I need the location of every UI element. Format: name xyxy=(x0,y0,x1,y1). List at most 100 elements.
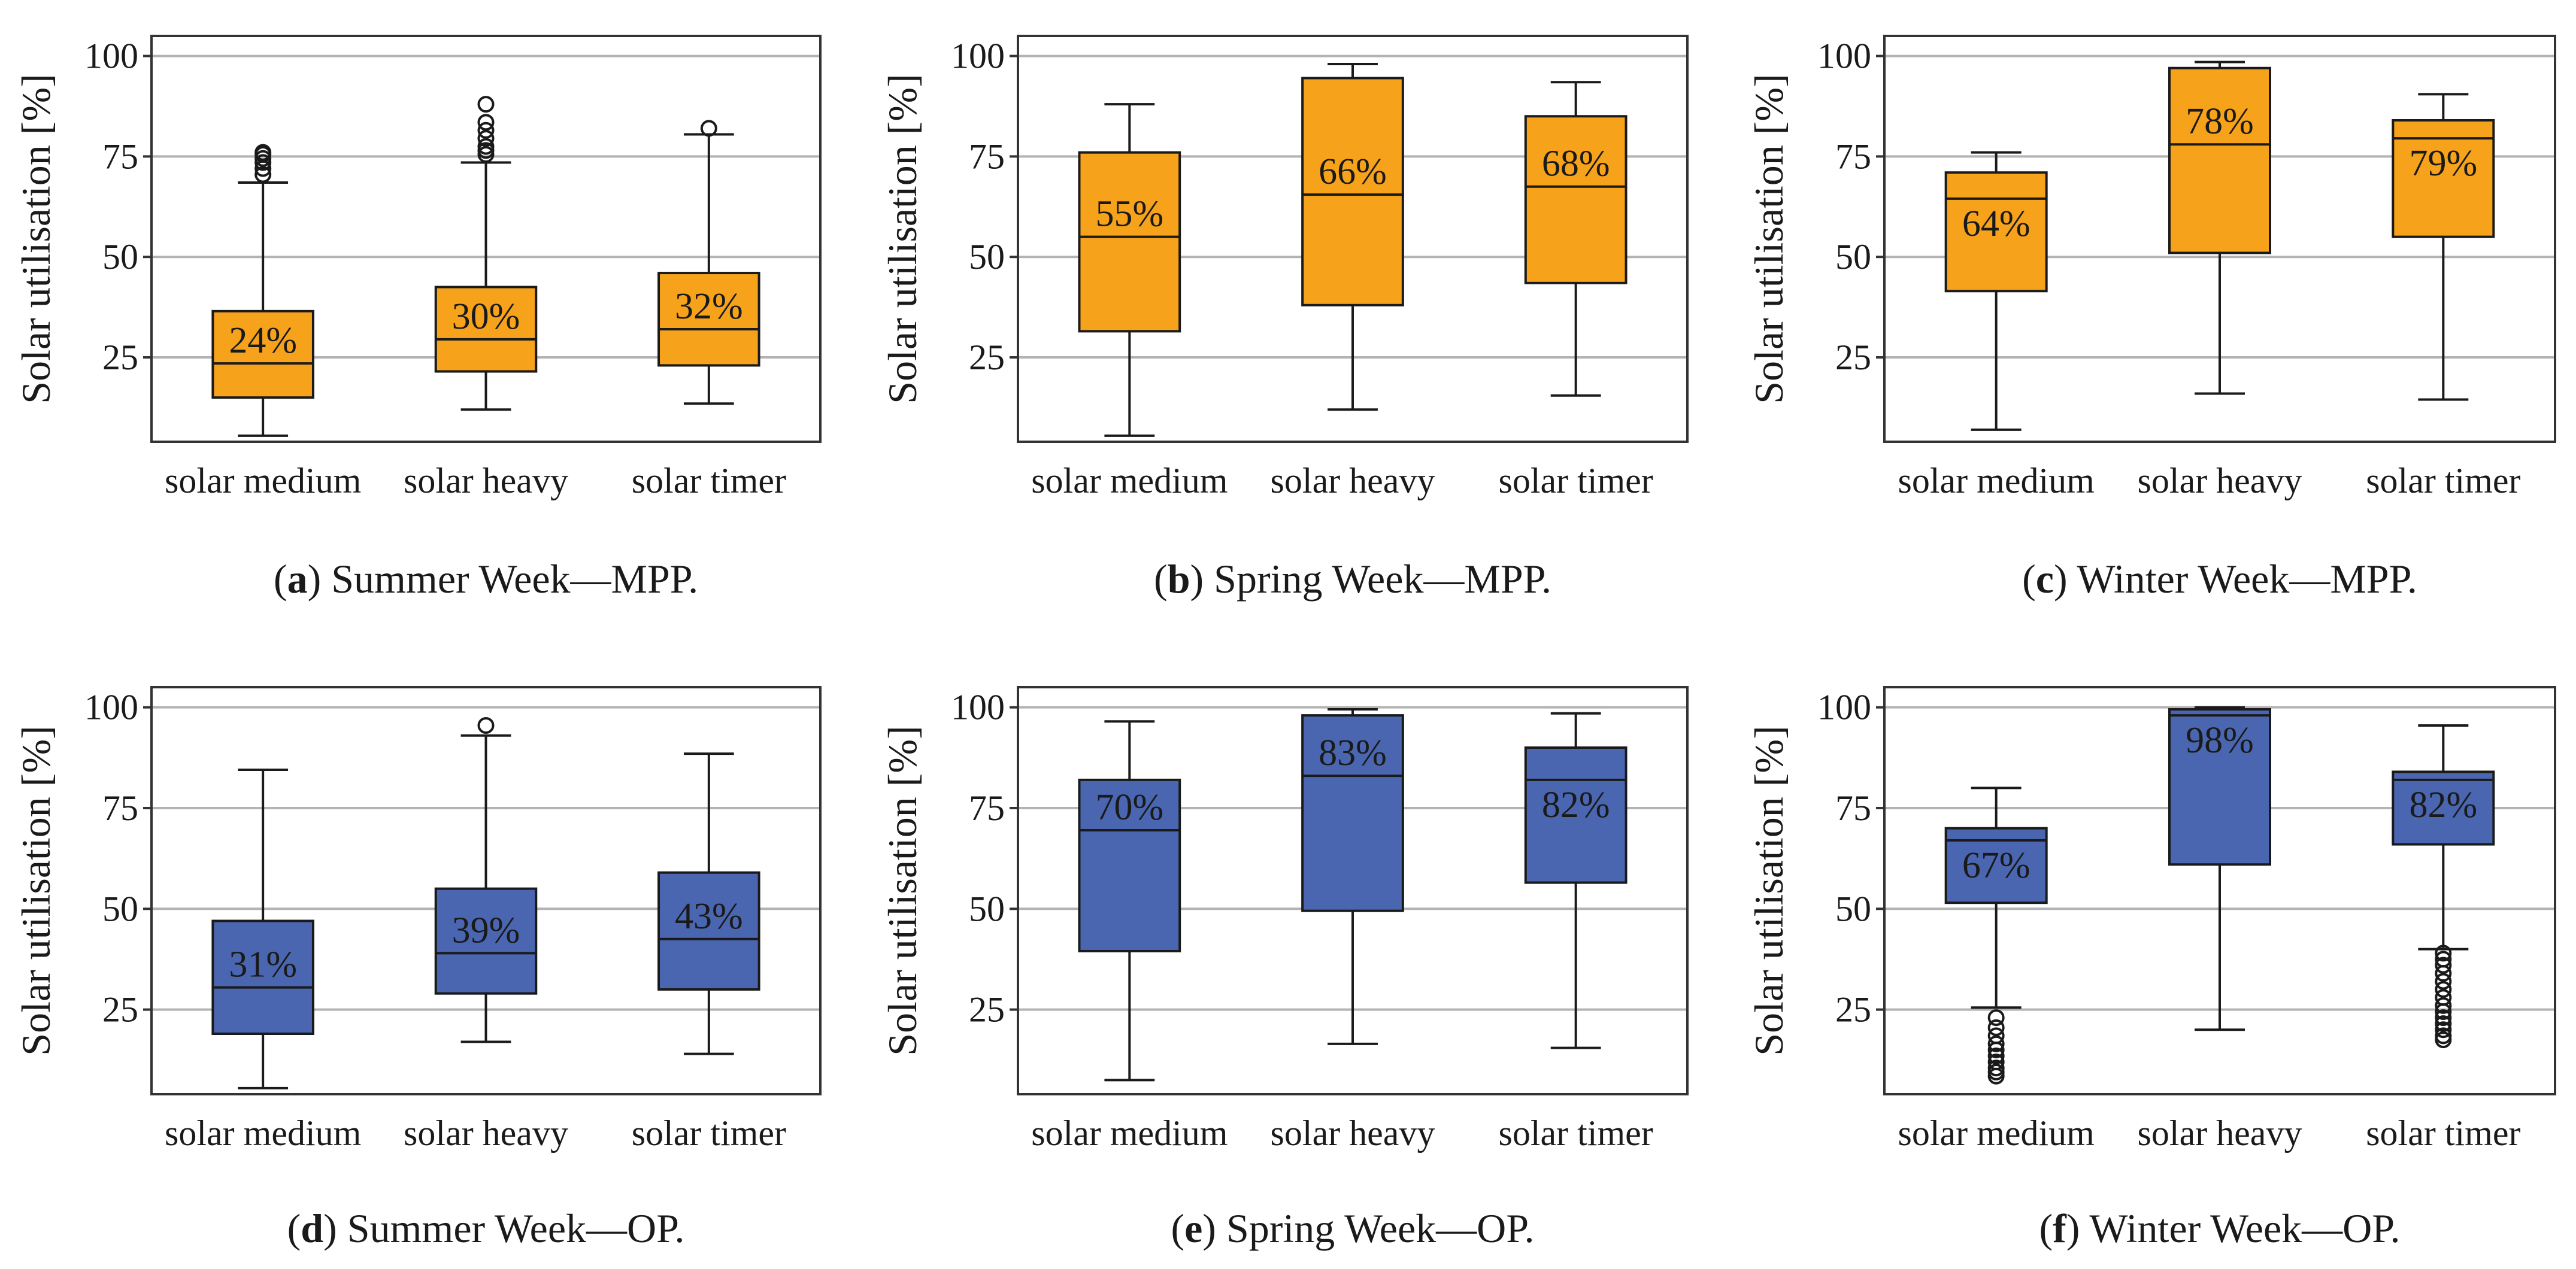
outlier-point xyxy=(700,120,717,137)
category-label: solar heavy xyxy=(404,461,568,500)
box-0: 24% xyxy=(211,144,314,437)
iqr-box xyxy=(657,871,760,991)
y-tick-label: 50 xyxy=(1835,889,1871,928)
iqr-box xyxy=(1944,171,2048,293)
outlier-point xyxy=(477,96,495,113)
caption: (c) Winter Week—MPP. xyxy=(2022,556,2417,602)
category-label: solar heavy xyxy=(2138,461,2302,500)
y-axis-title: Solar utilisation [%] xyxy=(1746,725,1792,1055)
caption: (a) Summer Week—MPP. xyxy=(274,556,698,602)
chart-panel-b: 25 50 75 100 Solar utilisation [%] 55% solar m… xyxy=(880,35,1689,602)
box-0: 64% xyxy=(1944,151,2048,431)
iqr-box xyxy=(2392,119,2495,238)
category-label: solar timer xyxy=(632,461,786,500)
iqr-box xyxy=(1524,746,1628,884)
outlier-point xyxy=(2435,980,2452,998)
y-tick-label: 75 xyxy=(102,788,138,828)
median-label: 67% xyxy=(1962,845,2031,886)
median-label: 68% xyxy=(1542,144,1610,184)
box-1: 83% xyxy=(1301,708,1404,1045)
category-label: solar timer xyxy=(2366,461,2520,500)
plot-frame xyxy=(1017,35,1689,443)
outlier-point xyxy=(477,122,495,139)
outlier-point xyxy=(2435,1009,2452,1027)
iqr-box xyxy=(2168,66,2271,254)
chart-panel-d: 25 50 75 100 Solar utilisation [%] 31% solar m… xyxy=(13,686,822,1251)
outlier-point xyxy=(477,130,495,147)
y-tick-label: 75 xyxy=(969,788,1005,828)
iqr-box xyxy=(1301,714,1404,912)
iqr-box xyxy=(434,887,538,995)
category-label: solar medium xyxy=(1031,461,1228,500)
iqr-box xyxy=(1524,115,1628,284)
caption-letter: e xyxy=(1184,1206,1202,1251)
median-label: 32% xyxy=(675,286,743,327)
iqr-box xyxy=(1078,151,1181,333)
caption-letter: b xyxy=(1168,556,1190,602)
outlier-point xyxy=(2435,973,2452,990)
iqr-box xyxy=(2392,770,2495,846)
iqr-box xyxy=(211,309,314,399)
box-2: 32% xyxy=(657,120,760,405)
caption-text: Summer Week—MPP. xyxy=(321,556,698,602)
y-tick-label: 100 xyxy=(84,688,138,727)
outlier-point xyxy=(1987,1009,2005,1027)
outlier-point xyxy=(2435,1021,2452,1039)
median-label: 39% xyxy=(452,910,520,951)
category-label: solar heavy xyxy=(1271,461,1435,500)
category-label: solar medium xyxy=(1898,461,2095,500)
y-tick-label: 75 xyxy=(1835,788,1871,828)
category-label: solar timer xyxy=(632,1113,786,1153)
outlier-point xyxy=(1987,1041,2005,1058)
outlier-point xyxy=(2435,965,2452,982)
chart-panel-e: 25 50 75 100 Solar utilisation [%] 70% solar m… xyxy=(880,686,1689,1251)
median-label: 83% xyxy=(1319,733,1387,773)
plot-frame xyxy=(150,686,822,1095)
median-label: 55% xyxy=(1096,194,1164,235)
category-label: solar timer xyxy=(1499,1113,1653,1153)
y-tick-label: 50 xyxy=(969,237,1005,277)
y-tick-label: 25 xyxy=(969,338,1005,377)
iqr-box xyxy=(2168,708,2271,866)
caption-text: Summer Week—OP. xyxy=(337,1206,685,1251)
caption: (f) Winter Week—OP. xyxy=(2039,1206,2400,1251)
outlier-point xyxy=(254,144,272,161)
y-axis-title: Solar utilisation [%] xyxy=(13,725,59,1055)
outlier-point xyxy=(2435,957,2452,974)
caption-text: Spring Week—MPP. xyxy=(1204,556,1551,602)
caption: (d) Summer Week—OP. xyxy=(287,1206,685,1251)
median-label: 43% xyxy=(675,896,743,937)
outlier-point xyxy=(2435,997,2452,1014)
outlier-point xyxy=(477,138,495,155)
box-1: 98% xyxy=(2168,706,2271,1031)
median-label: 82% xyxy=(1542,785,1610,825)
y-tick-label: 50 xyxy=(969,889,1005,928)
y-tick-label: 75 xyxy=(102,136,138,176)
caption-letter: d xyxy=(301,1206,323,1251)
y-tick-label: 75 xyxy=(1835,136,1871,176)
category-label: solar medium xyxy=(1898,1113,2095,1153)
category-label: solar medium xyxy=(165,1113,361,1153)
median-label: 30% xyxy=(452,296,520,337)
category-label: solar medium xyxy=(1031,1113,1228,1153)
y-tick-label: 25 xyxy=(969,990,1005,1030)
y-tick-label: 100 xyxy=(951,688,1005,727)
median-label: 64% xyxy=(1962,204,2031,244)
y-tick-label: 100 xyxy=(1817,688,1871,727)
box-1: 39% xyxy=(434,717,538,1043)
category-label: solar heavy xyxy=(404,1113,568,1153)
box-2: 68% xyxy=(1524,81,1628,397)
median-label: 31% xyxy=(229,945,297,985)
outlier-point xyxy=(2435,945,2452,962)
box-2: 82% xyxy=(2392,724,2495,1049)
plot-frame xyxy=(1017,686,1689,1095)
box-1: 78% xyxy=(2168,60,2271,395)
box-0: 67% xyxy=(1944,787,2048,1085)
category-label: solar timer xyxy=(1499,461,1653,500)
caption-letter: c xyxy=(2036,556,2054,602)
box-1: 30% xyxy=(434,96,538,411)
y-axis-title: Solar utilisation [%] xyxy=(880,74,925,403)
outlier-point xyxy=(2435,1003,2452,1020)
chart-panel-c: 25 50 75 100 Solar utilisation [%] 64% solar m… xyxy=(1746,35,2556,602)
